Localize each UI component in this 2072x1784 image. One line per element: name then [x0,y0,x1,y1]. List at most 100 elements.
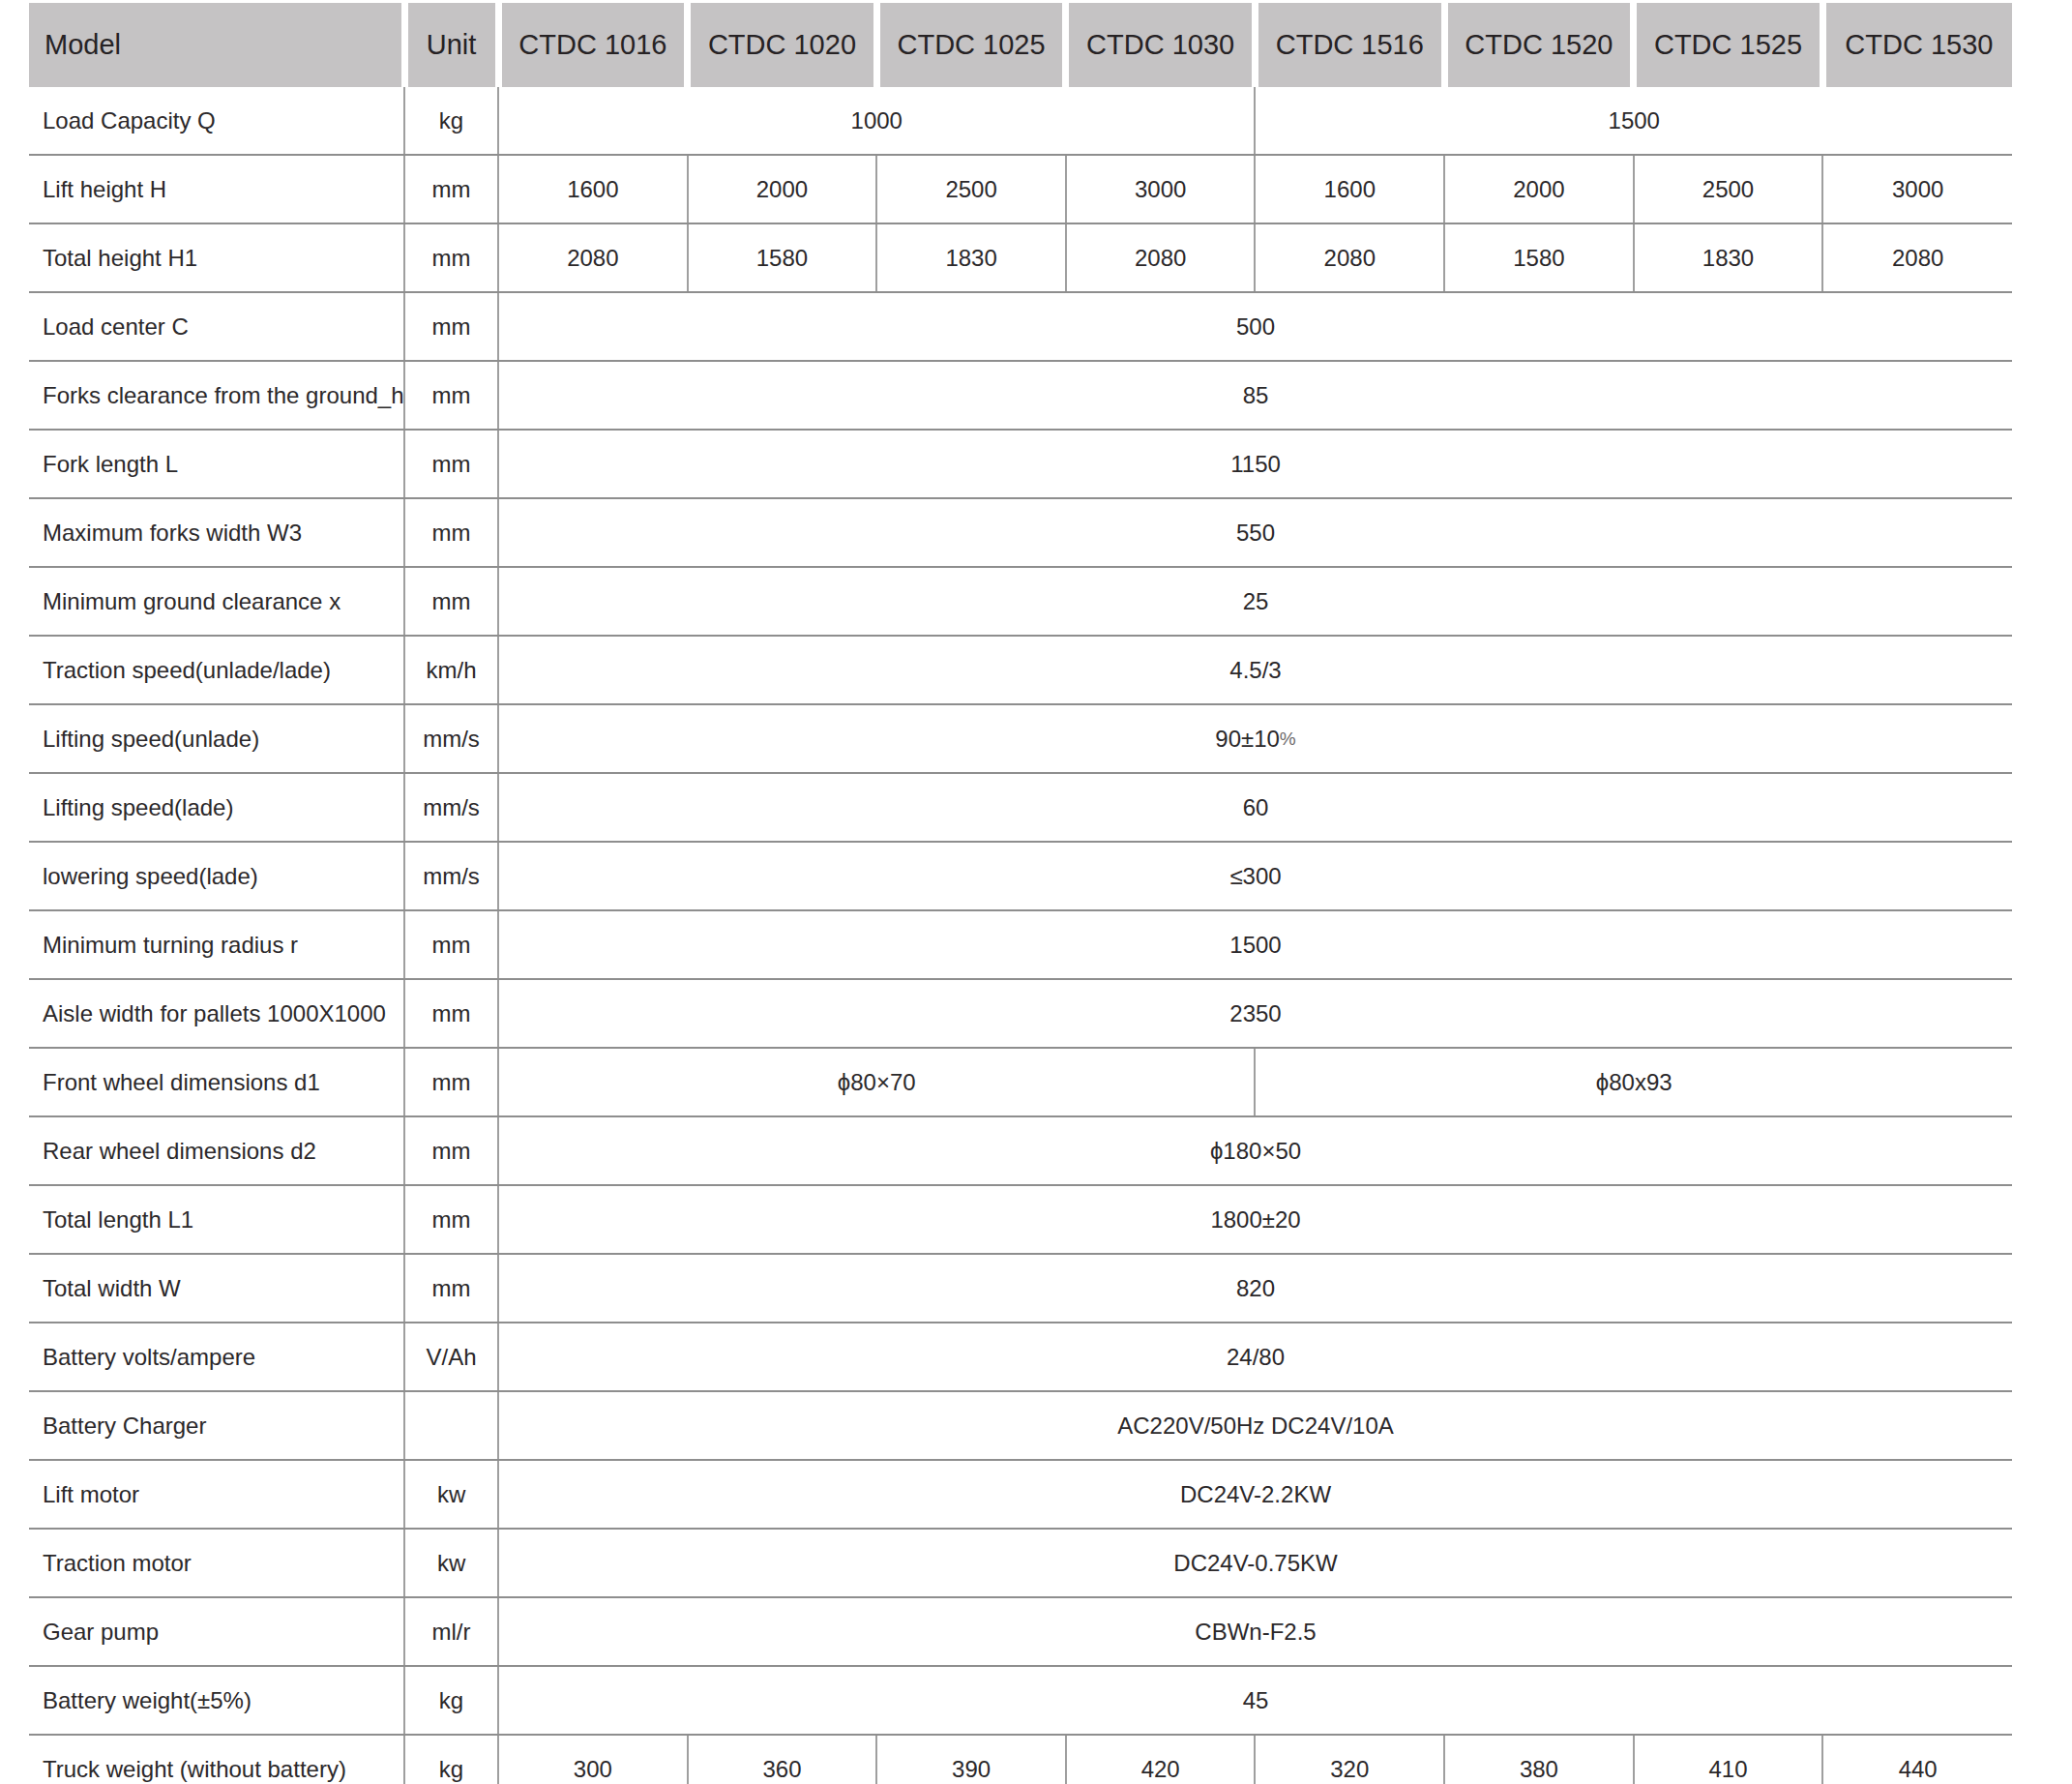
row-unit: mm [404,361,498,430]
row-label: Load center C [29,292,404,361]
table-row: Truck weight (without battery)kg30036039… [29,1735,2012,1784]
row-label: Load Capacity Q [29,87,404,155]
col-header-ctdc-1030: CTDC 1030 [1066,3,1256,87]
col-header-ctdc-1516: CTDC 1516 [1255,3,1444,87]
table-row: Aisle width for pallets 1000X1000mm2350 [29,979,2012,1048]
value-cell: 2500 [1634,155,1823,223]
row-unit: mm [404,567,498,636]
row-unit: kg [404,1666,498,1735]
row-unit: mm [404,979,498,1048]
col-header-ctdc-1525: CTDC 1525 [1634,3,1823,87]
value-cell: 2500 [876,155,1066,223]
value-cell: 2350 [498,979,2012,1048]
value-cell: 320 [1255,1735,1444,1784]
table-row: Total length L1mm1800±20 [29,1185,2012,1254]
table-row: Lift motorkwDC24V-2.2KW [29,1460,2012,1529]
value-cell: 4.5/3 [498,636,2012,704]
col-header-unit: Unit [404,3,498,87]
table-row: Front wheel dimensions d1mmϕ80×70ϕ80x93 [29,1048,2012,1116]
table-row: Minimum ground clearance xmm25 [29,567,2012,636]
table-row: Rear wheel dimensions d2mmϕ180×50 [29,1116,2012,1185]
value-cell: ϕ180×50 [498,1116,2012,1185]
col-header-ctdc-1530: CTDC 1530 [1822,3,2012,87]
value-cell: AC220V/50Hz DC24V/10A [498,1391,2012,1460]
table-row: Maximum forks width W3mm550 [29,498,2012,567]
row-label: Truck weight (without battery) [29,1735,404,1784]
value-cell: DC24V-2.2KW [498,1460,2012,1529]
table-row: Battery Charger AC220V/50Hz DC24V/10A [29,1391,2012,1460]
value-cell: DC24V-0.75KW [498,1529,2012,1597]
value-cell: CBWn-F2.5 [498,1597,2012,1666]
row-unit: mm [404,1185,498,1254]
value-cell: 1150 [498,430,2012,498]
value-cell: 1580 [1444,223,1634,292]
row-label: Traction motor [29,1529,404,1597]
value-cell: 2080 [1255,223,1444,292]
value-cell: 2000 [688,155,877,223]
row-label: Minimum turning radius r [29,910,404,979]
row-unit: mm/s [404,704,498,773]
value-cell: 1500 [498,910,2012,979]
value-cell: 25 [498,567,2012,636]
table-row: Lifting speed(unlade)mm/s90±10% [29,704,2012,773]
header-row: Model Unit CTDC 1016CTDC 1020CTDC 1025CT… [29,3,2012,87]
value-cell: 1600 [1255,155,1444,223]
value-cell: 3000 [1822,155,2012,223]
table-row: Fork length Lmm1150 [29,430,2012,498]
table-row: Lifting speed(lade)mm/s60 [29,773,2012,842]
value-cell: ϕ80×70 [498,1048,1255,1116]
percent-suffix: % [1280,728,1296,749]
value-cell: 2080 [1066,223,1256,292]
value-cell: 1000 [498,87,1255,155]
table-header: Model Unit CTDC 1016CTDC 1020CTDC 1025CT… [29,3,2012,87]
row-unit: mm [404,155,498,223]
row-label: Gear pump [29,1597,404,1666]
value-cell: 3000 [1066,155,1256,223]
value-cell: 24/80 [498,1323,2012,1391]
row-unit: V/Ah [404,1323,498,1391]
value-cell: 1830 [876,223,1066,292]
row-label: Battery volts/ampere [29,1323,404,1391]
table-row: Minimum turning radius rmm1500 [29,910,2012,979]
table-row: Battery weight(±5%)kg45 [29,1666,2012,1735]
value-cell: 360 [688,1735,877,1784]
table-body: Load Capacity Qkg10001500Lift height Hmm… [29,87,2012,1784]
value-cell: 45 [498,1666,2012,1735]
row-label: Total width W [29,1254,404,1323]
row-unit: mm/s [404,842,498,910]
value-cell: ϕ80x93 [1255,1048,2012,1116]
row-label: Rear wheel dimensions d2 [29,1116,404,1185]
value-cell: 420 [1066,1735,1256,1784]
row-label: Forks clearance from the ground_h [29,361,404,430]
row-label: Lifting speed(lade) [29,773,404,842]
value-cell: 60 [498,773,2012,842]
col-header-ctdc-1520: CTDC 1520 [1444,3,1634,87]
value-cell: 550 [498,498,2012,567]
col-header-ctdc-1016: CTDC 1016 [498,3,688,87]
row-label: Lift motor [29,1460,404,1529]
value-cell: 2080 [1822,223,2012,292]
row-label: lowering speed(lade) [29,842,404,910]
row-unit: mm [404,430,498,498]
row-unit [404,1391,498,1460]
row-label: Total length L1 [29,1185,404,1254]
value-cell: 1500 [1255,87,2012,155]
row-label: Fork length L [29,430,404,498]
row-label: Battery Charger [29,1391,404,1460]
row-label: Lifting speed(unlade) [29,704,404,773]
value-cell: 85 [498,361,2012,430]
table-row: Lift height Hmm1600200025003000160020002… [29,155,2012,223]
value-cell: 820 [498,1254,2012,1323]
row-unit: mm [404,1254,498,1323]
row-label: Front wheel dimensions d1 [29,1048,404,1116]
row-unit: mm [404,1048,498,1116]
value-cell: 500 [498,292,2012,361]
table-row: Traction speed(unlade/lade)km/h4.5/3 [29,636,2012,704]
value-cell: 390 [876,1735,1066,1784]
row-unit: kg [404,87,498,155]
row-unit: mm [404,223,498,292]
row-unit: km/h [404,636,498,704]
col-header-ctdc-1025: CTDC 1025 [876,3,1066,87]
row-unit: kw [404,1529,498,1597]
table-row: Total height H1mm20801580183020802080158… [29,223,2012,292]
